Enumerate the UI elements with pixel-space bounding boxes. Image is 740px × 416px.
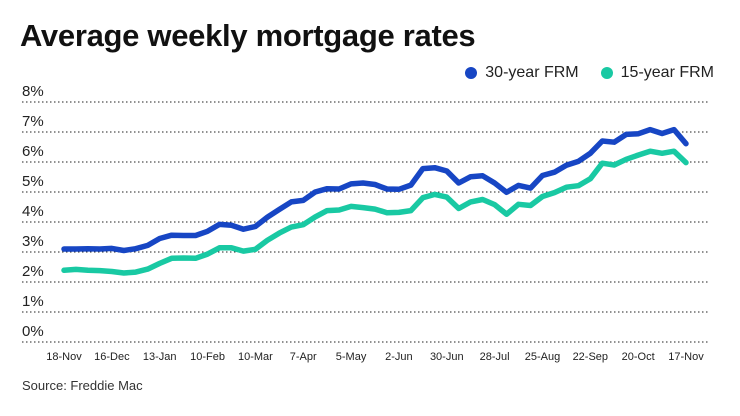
y-tick-label: 3% [22, 233, 44, 250]
x-tick-label: 20-Oct [622, 351, 655, 363]
y-tick-label: 4% [22, 203, 44, 220]
y-tick-label: 0% [22, 323, 44, 340]
chart-title: Average weekly mortgage rates [20, 18, 476, 53]
series-line-30-year [61, 126, 689, 254]
y-tick-label: 2% [22, 263, 44, 280]
x-tick-label: 10-Feb [190, 351, 225, 363]
source-note: Source: Freddie Mac [22, 378, 143, 393]
x-tick-label: 17-Nov [668, 351, 704, 363]
x-tick-label: 28-Jul [480, 351, 510, 363]
y-tick-label: 5% [22, 173, 44, 190]
legend: 30-year FRM 15-year FRM [465, 64, 714, 82]
x-tick-label: 13-Jan [143, 351, 177, 363]
x-tick-label: 30-Jun [430, 351, 464, 363]
legend-item-30-year: 30-year FRM [465, 64, 579, 82]
x-tick-label: 22-Sep [573, 351, 608, 363]
legend-item-15-year: 15-year FRM [600, 64, 714, 82]
x-tick-label: 16-Dec [94, 351, 130, 363]
x-tick-label: 25-Aug [525, 351, 560, 363]
y-tick-label: 6% [22, 143, 44, 160]
legend-swatch-30-year [465, 67, 478, 79]
x-tick-label: 2-Jun [385, 351, 413, 363]
legend-label-30-year: 30-year FRM [485, 64, 579, 81]
y-tick-label: 1% [22, 293, 44, 310]
x-tick-label: 7-Apr [290, 351, 317, 363]
legend-swatch-15-year [600, 67, 613, 79]
x-tick-label: 10-Mar [238, 351, 273, 363]
y-tick-label: 8% [22, 83, 44, 100]
x-tick-label: 5-May [336, 351, 367, 363]
x-tick-label: 18-Nov [46, 351, 82, 363]
series-line-15-year [61, 148, 689, 276]
y-tick-label: 7% [22, 113, 44, 130]
legend-label-15-year: 15-year FRM [620, 64, 714, 81]
